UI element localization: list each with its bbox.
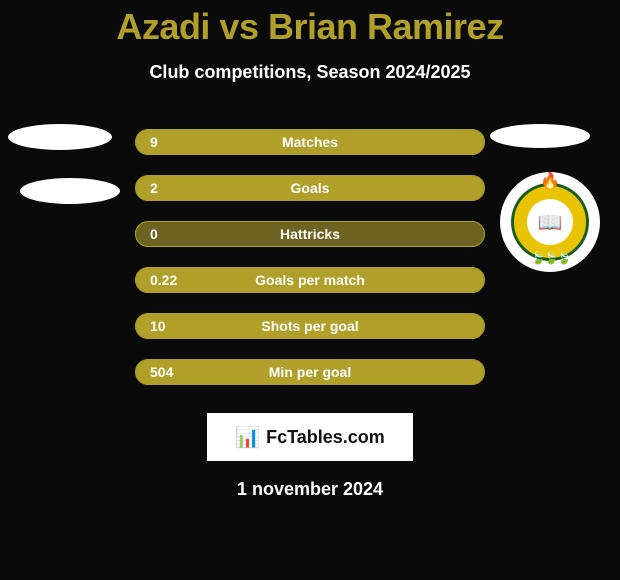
brand-text: FcTables.com xyxy=(266,427,385,448)
stat-label: Min per goal xyxy=(269,364,351,380)
leaves-icon: 🍃🍃🍃 xyxy=(531,251,570,265)
stat-value: 504 xyxy=(150,364,186,380)
stat-value: 0.22 xyxy=(150,272,186,288)
stat-bar-hattricks: 0 Hattricks xyxy=(135,221,485,247)
decor-ellipse-left-2 xyxy=(20,178,120,204)
decor-ellipse-right xyxy=(490,124,590,148)
stat-label: Shots per goal xyxy=(261,318,358,334)
brand-box[interactable]: 📊 FcTables.com xyxy=(207,413,413,461)
stat-value: 10 xyxy=(150,318,186,334)
decor-ellipse-left-1 xyxy=(8,124,112,150)
stat-bar-min-per-goal: 504 Min per goal xyxy=(135,359,485,385)
stat-bar-goals-per-match: 0.22 Goals per match xyxy=(135,267,485,293)
stat-value: 2 xyxy=(150,180,186,196)
stat-value: 0 xyxy=(150,226,186,242)
stat-label: Matches xyxy=(282,134,338,150)
book-icon: 📖 xyxy=(538,210,563,235)
badge-center: 📖 xyxy=(527,199,573,245)
footer-date: 1 november 2024 xyxy=(0,479,620,500)
page-title: Azadi vs Brian Ramirez xyxy=(0,0,620,48)
flame-icon: 🔥 xyxy=(540,171,560,191)
badge-inner: 🔥 📖 🍃🍃🍃 xyxy=(511,183,589,261)
stat-label: Goals per match xyxy=(255,272,365,288)
page-subtitle: Club competitions, Season 2024/2025 xyxy=(0,62,620,83)
chart-icon: 📊 xyxy=(235,425,260,450)
stat-bar-shots-per-goal: 10 Shots per goal xyxy=(135,313,485,339)
stat-bar-goals: 2 Goals xyxy=(135,175,485,201)
stat-label: Goals xyxy=(291,180,330,196)
stat-label: Hattricks xyxy=(280,226,340,242)
club-badge: 🔥 📖 🍃🍃🍃 xyxy=(500,172,600,272)
stat-value: 9 xyxy=(150,134,186,150)
stat-bar-matches: 9 Matches xyxy=(135,129,485,155)
